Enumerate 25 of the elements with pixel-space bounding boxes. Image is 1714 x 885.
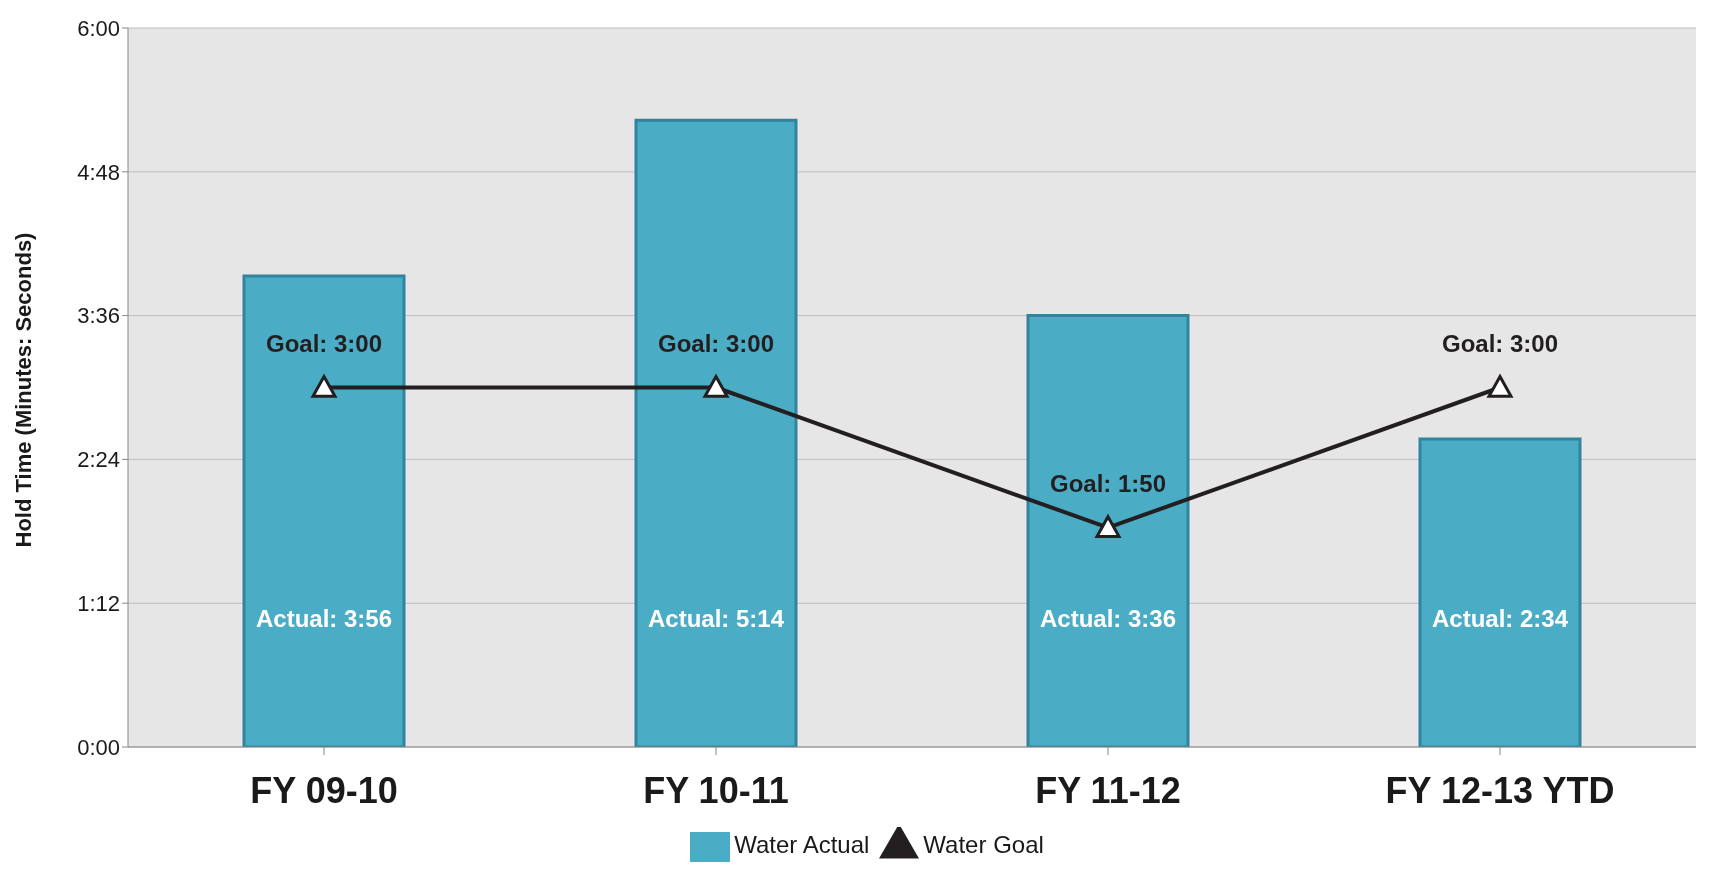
data-label: Goal: 3:00: [265, 329, 383, 357]
y-tick-label: 6:00: [77, 15, 120, 41]
data-label: Actual: 2:34: [1431, 605, 1569, 632]
legend-label: Water Actual: [734, 831, 870, 859]
y-tick-label: 1:12: [77, 591, 120, 617]
y-axis-title: Hold Time (Minutes: Seconds): [10, 232, 36, 548]
y-tick-label: 2:24: [77, 447, 120, 473]
data-label: Actual: 3:56: [255, 605, 393, 632]
data-label: Goal: 3:00: [657, 329, 775, 357]
data-label: Actual: 3:36: [1039, 605, 1177, 632]
x-tick-label: FY 09-10: [250, 769, 398, 811]
data-label: Goal: 3:00: [1441, 329, 1559, 357]
bar: [634, 118, 798, 747]
y-tick-label: 3:36: [77, 303, 120, 329]
bar: [242, 274, 406, 747]
x-tick-label: FY 10-11: [643, 769, 789, 811]
x-tick-label: FY 11-12: [1035, 769, 1181, 811]
legend-label: Water Goal: [923, 831, 1044, 859]
y-tick-label: 4:48: [77, 159, 120, 185]
data-label: Actual: 5:14: [647, 605, 785, 632]
bar: [1026, 314, 1190, 747]
x-tick-label: FY 12-13 YTD: [1385, 769, 1615, 811]
y-tick-label: 0:00: [77, 734, 120, 760]
data-label: Goal: 1:50: [1049, 469, 1167, 497]
bar: [1418, 437, 1582, 747]
